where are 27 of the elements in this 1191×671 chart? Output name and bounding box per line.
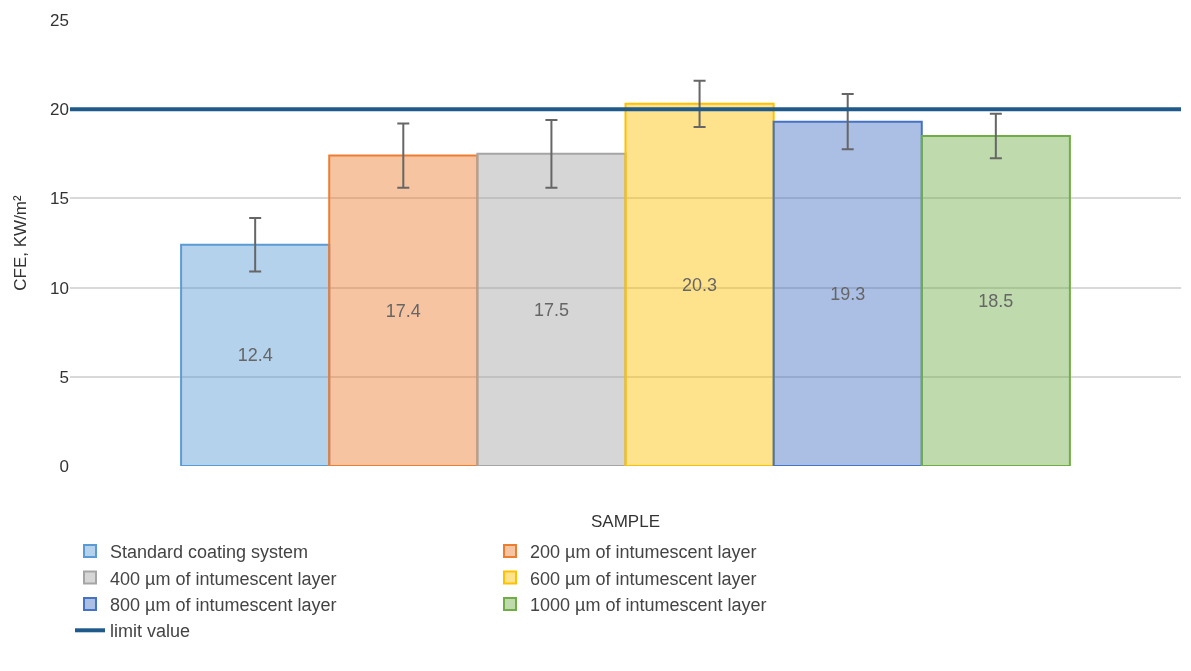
data-label: 17.4	[385, 300, 421, 321]
y-tick-label: 25	[50, 10, 69, 30]
bar	[624, 102, 775, 466]
bar	[328, 154, 479, 466]
data-label: 18.5	[978, 290, 1014, 311]
y-tick-label: 5	[59, 367, 69, 387]
legend-label: 200 µm of intumescent layer	[530, 542, 757, 563]
bar	[476, 152, 627, 466]
bar	[920, 134, 1071, 466]
legend-label: 400 µm of intumescent layer	[110, 568, 337, 589]
y-axis-title: CFE, KW/m²	[11, 194, 30, 291]
y-tick-label: 10	[50, 278, 69, 298]
y-tick-label: 0	[59, 456, 69, 476]
legend-label: Standard coating system	[110, 542, 309, 563]
bar	[180, 243, 331, 466]
data-label: 20.3	[682, 274, 718, 295]
data-label: 17.5	[533, 299, 569, 320]
y-tick-label: 15	[50, 189, 69, 209]
data-label: 12.4	[237, 345, 273, 366]
legend-label: limit value	[110, 621, 191, 642]
legend-label: 600 µm of intumescent layer	[530, 568, 757, 589]
legend-label: 800 µm of intumescent layer	[110, 594, 337, 615]
legend-label: 1000 µm of intumescent layer	[530, 594, 767, 615]
data-label: 19.3	[830, 283, 866, 304]
y-tick-label: 20	[50, 100, 69, 120]
bar	[772, 120, 923, 466]
x-axis-title: SAMPLE	[591, 512, 660, 531]
